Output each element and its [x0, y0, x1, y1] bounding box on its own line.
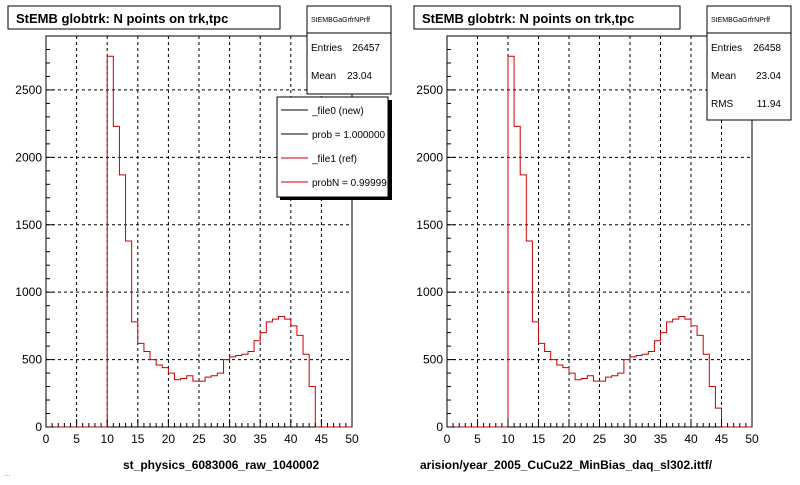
x-tick-label: 10 — [501, 432, 515, 446]
y-tick-label: 2500 — [416, 83, 443, 97]
histogram-series-line — [447, 55, 752, 428]
y-tick-label: 500 — [22, 353, 42, 367]
y-tick-label: 1500 — [416, 218, 443, 232]
x-tick-label: 30 — [223, 432, 237, 446]
x-tick-label: 0 — [444, 432, 451, 446]
x-tick-label: 25 — [192, 432, 206, 446]
y-tick-label: 500 — [423, 353, 443, 367]
x-tick-label: 5 — [73, 432, 80, 446]
right-stats-rms-label: RMS — [711, 99, 734, 110]
legend-entry-0: _file0 (new) — [311, 106, 364, 117]
left-legend-box — [276, 96, 389, 198]
x-tick-label: 20 — [162, 432, 176, 446]
right-title: StEMB globtrk: N points on trk,tpc — [422, 11, 634, 26]
right-stats-entries-value: 26458 — [753, 43, 781, 54]
right-panel: StEMB globtrk: N points on trk,tpc 0 5 10 1… — [413, 5, 792, 472]
left-faint-text: ... — [4, 469, 11, 478]
x-tick-label: 35 — [654, 432, 668, 446]
x-tick-label: 10 — [101, 432, 115, 446]
x-tick-label: 5 — [474, 432, 481, 446]
legend-entry-2: _file1 (ref) — [311, 154, 357, 165]
right-stats-box — [706, 5, 792, 121]
left-stats-box — [306, 5, 392, 95]
x-tick-label: 45 — [315, 432, 329, 446]
left-stats-name: StEMBGaGrfrNPrff — [311, 17, 370, 24]
left-stats-entries-value: 26457 — [352, 43, 380, 54]
left-grid — [46, 36, 352, 427]
x-tick-label: 35 — [254, 432, 268, 446]
left-title: StEMB globtrk: N points on trk,tpc — [16, 11, 228, 26]
x-tick-label: 0 — [43, 432, 50, 446]
right-histogram — [447, 55, 752, 428]
left-histogram — [46, 55, 352, 428]
left-legend: _file0 (new) prob = 1.000000 _file1 (ref… — [281, 106, 387, 189]
right-stats-name: StEMBGaGrfrNPrff — [711, 17, 770, 24]
histogram-series-line — [46, 55, 352, 428]
y-tick-label: 2500 — [15, 83, 42, 97]
y-tick-label: 2000 — [416, 150, 443, 164]
x-tick-label: 15 — [532, 432, 546, 446]
y-tick-label: 1000 — [416, 285, 443, 299]
right-grid — [447, 36, 752, 427]
y-tick-label: 0 — [436, 420, 443, 434]
right-stats-rms-value: 11.94 — [757, 99, 782, 110]
x-tick-label: 45 — [715, 432, 729, 446]
x-tick-label: 25 — [593, 432, 607, 446]
x-tick-label: 15 — [131, 432, 145, 446]
x-tick-label: 40 — [684, 432, 698, 446]
left-stats-entries-label: Entries — [311, 43, 342, 54]
x-tick-label: 30 — [623, 432, 637, 446]
x-tick-label: 50 — [345, 432, 359, 446]
y-tick-label: 2000 — [15, 150, 42, 164]
y-tick-label: 1000 — [15, 285, 42, 299]
right-stats-mean-value: 23.04 — [756, 71, 781, 82]
right-stats-mean-label: Mean — [711, 71, 736, 82]
x-tick-label: 50 — [745, 432, 759, 446]
left-stats-mean-label: Mean — [311, 71, 336, 82]
x-tick-label: 20 — [562, 432, 576, 446]
x-tick-label: 40 — [284, 432, 298, 446]
right-footer: arision/year_2005_CuCu22_MinBias_daq_sl3… — [420, 458, 713, 472]
left-title-box — [7, 5, 281, 30]
right-stats-entries-label: Entries — [711, 43, 742, 54]
left-stats-mean-value: 23.04 — [347, 71, 372, 82]
y-tick-label: 1500 — [15, 218, 42, 232]
legend-entry-1: prob = 1.000000 — [312, 130, 386, 141]
legend-entry-3: probN = 0.99999 — [312, 178, 387, 189]
right-title-box — [413, 5, 681, 30]
y-tick-label: 0 — [35, 420, 42, 434]
left-footer: st_physics_6083006_raw_1040002 — [123, 458, 319, 472]
left-panel: StEMB globtrk: N points on trk,tpc 0 5 10 1… — [4, 5, 392, 478]
